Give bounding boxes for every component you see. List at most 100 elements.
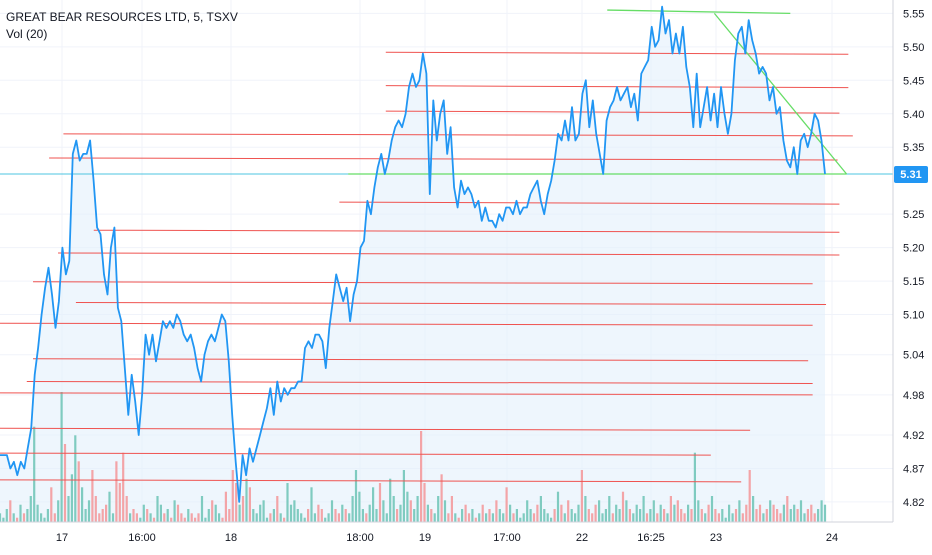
volume-bar: [776, 509, 779, 522]
volume-bar: [60, 392, 63, 522]
volume-bar: [166, 509, 169, 522]
volume-bar: [413, 509, 416, 522]
volume-bar: [591, 513, 594, 522]
volume-bar: [532, 513, 536, 522]
volume-bar: [779, 513, 782, 522]
volume-bar: [447, 513, 450, 522]
symbol-title[interactable]: GREAT BEAR RESOURCES LTD, 5, TSXV: [6, 10, 238, 24]
volume-bar: [748, 470, 751, 522]
volume-bar: [276, 496, 279, 522]
volume-bar: [594, 504, 597, 522]
y-tick-label: 5.45: [903, 75, 924, 87]
x-tick-label: 16:25: [637, 532, 665, 544]
volume-bar: [450, 496, 453, 522]
volume-bar: [618, 509, 621, 522]
volume-bar: [656, 513, 659, 522]
volume-bar: [526, 500, 529, 522]
horizontal-line-5: [75, 301, 827, 305]
volume-bar: [512, 513, 515, 522]
horizontal-line-2: [93, 229, 840, 233]
volume-bar: [546, 513, 549, 522]
y-tick-label: 5.10: [903, 310, 924, 322]
volume-bar: [724, 517, 727, 522]
volume-bar: [752, 496, 755, 522]
volume-bar: [132, 509, 135, 522]
volume-bar: [70, 474, 73, 522]
volume-bar: [772, 504, 775, 522]
horizontal-line-11: [0, 452, 711, 456]
y-axis-labels[interactable]: 5.55 5.50 5.45 5.40 5.35 5.25 5.20 5.15 5.10 5.04…: [903, 8, 924, 509]
volume-bar: [485, 513, 488, 522]
volume-bar: [717, 513, 720, 522]
volume-bar: [608, 496, 611, 522]
volume-bar: [317, 504, 320, 522]
volume-bar: [430, 509, 433, 522]
volume-bar: [556, 491, 560, 522]
volume-bar: [303, 517, 306, 522]
volume-bar: [758, 504, 762, 522]
volume-indicator-label[interactable]: Vol (20): [6, 27, 48, 41]
volume-bar: [440, 474, 443, 522]
volume-bar: [255, 513, 258, 522]
volume-bar: [693, 452, 696, 522]
volume-bar: [40, 513, 43, 522]
volume-bar: [358, 491, 361, 522]
triangle-line-0: [607, 9, 791, 15]
volume-bar: [218, 513, 221, 522]
volume-bar: [635, 504, 638, 522]
volume-bar: [0, 513, 2, 522]
volume-bar: [197, 513, 200, 522]
price-area: [0, 6, 825, 522]
volume-bar: [580, 470, 583, 522]
volume-bar: [570, 509, 573, 522]
volume-bar: [310, 487, 313, 522]
volume-bar: [337, 513, 340, 522]
volume-bar: [194, 517, 197, 522]
y-tick-label: 4.98: [903, 390, 924, 402]
volume-bar: [478, 513, 481, 522]
volume-bar: [639, 509, 642, 522]
volume-bar: [375, 509, 378, 522]
volume-bar: [221, 517, 224, 522]
triangle-line-1: [713, 12, 848, 175]
last-price-label: 5.31: [900, 169, 921, 181]
horizontal-line-1: [49, 157, 838, 161]
volume-bar: [392, 496, 395, 522]
volume-bar: [19, 504, 22, 522]
x-tick-label: 17:00: [493, 532, 521, 544]
horizontal-line-13: [385, 51, 849, 55]
volume-bar: [560, 504, 563, 522]
volume-bar: [707, 504, 710, 522]
volume-bar: [728, 504, 731, 522]
horizontal-line-12: [0, 479, 742, 483]
volume-bar: [529, 509, 532, 522]
volume-bar: [543, 509, 546, 522]
horizontal-line-15: [385, 110, 840, 114]
y-tick-label: 4.82: [903, 497, 924, 509]
volume-bar: [108, 491, 111, 522]
volume-bar: [437, 496, 440, 522]
volume-bar: [12, 513, 15, 522]
volume-bar: [810, 504, 813, 522]
volume-bar: [734, 509, 738, 522]
volume-bar: [190, 513, 193, 522]
volume-bar: [502, 513, 505, 522]
volume-bar: [680, 509, 683, 522]
volume-bar: [697, 500, 700, 522]
volume-bar: [762, 513, 765, 522]
volume-bar: [803, 513, 806, 522]
x-axis-labels[interactable]: 17 16:00 18 18:00 19 17:00 22 16:25 23 24: [56, 532, 838, 544]
volume-bar: [9, 500, 12, 522]
volume-bar: [180, 513, 183, 522]
volume-bar: [806, 509, 809, 522]
horizontal-line-4: [33, 281, 813, 285]
y-tick-label: 5.35: [903, 142, 924, 154]
volume-bar: [146, 509, 149, 522]
x-tick-label: 23: [710, 532, 722, 544]
horizontal-line-3: [58, 252, 840, 256]
volume-bar: [187, 509, 190, 522]
volume-bar: [495, 500, 498, 522]
y-tick-label: 5.15: [903, 276, 924, 288]
